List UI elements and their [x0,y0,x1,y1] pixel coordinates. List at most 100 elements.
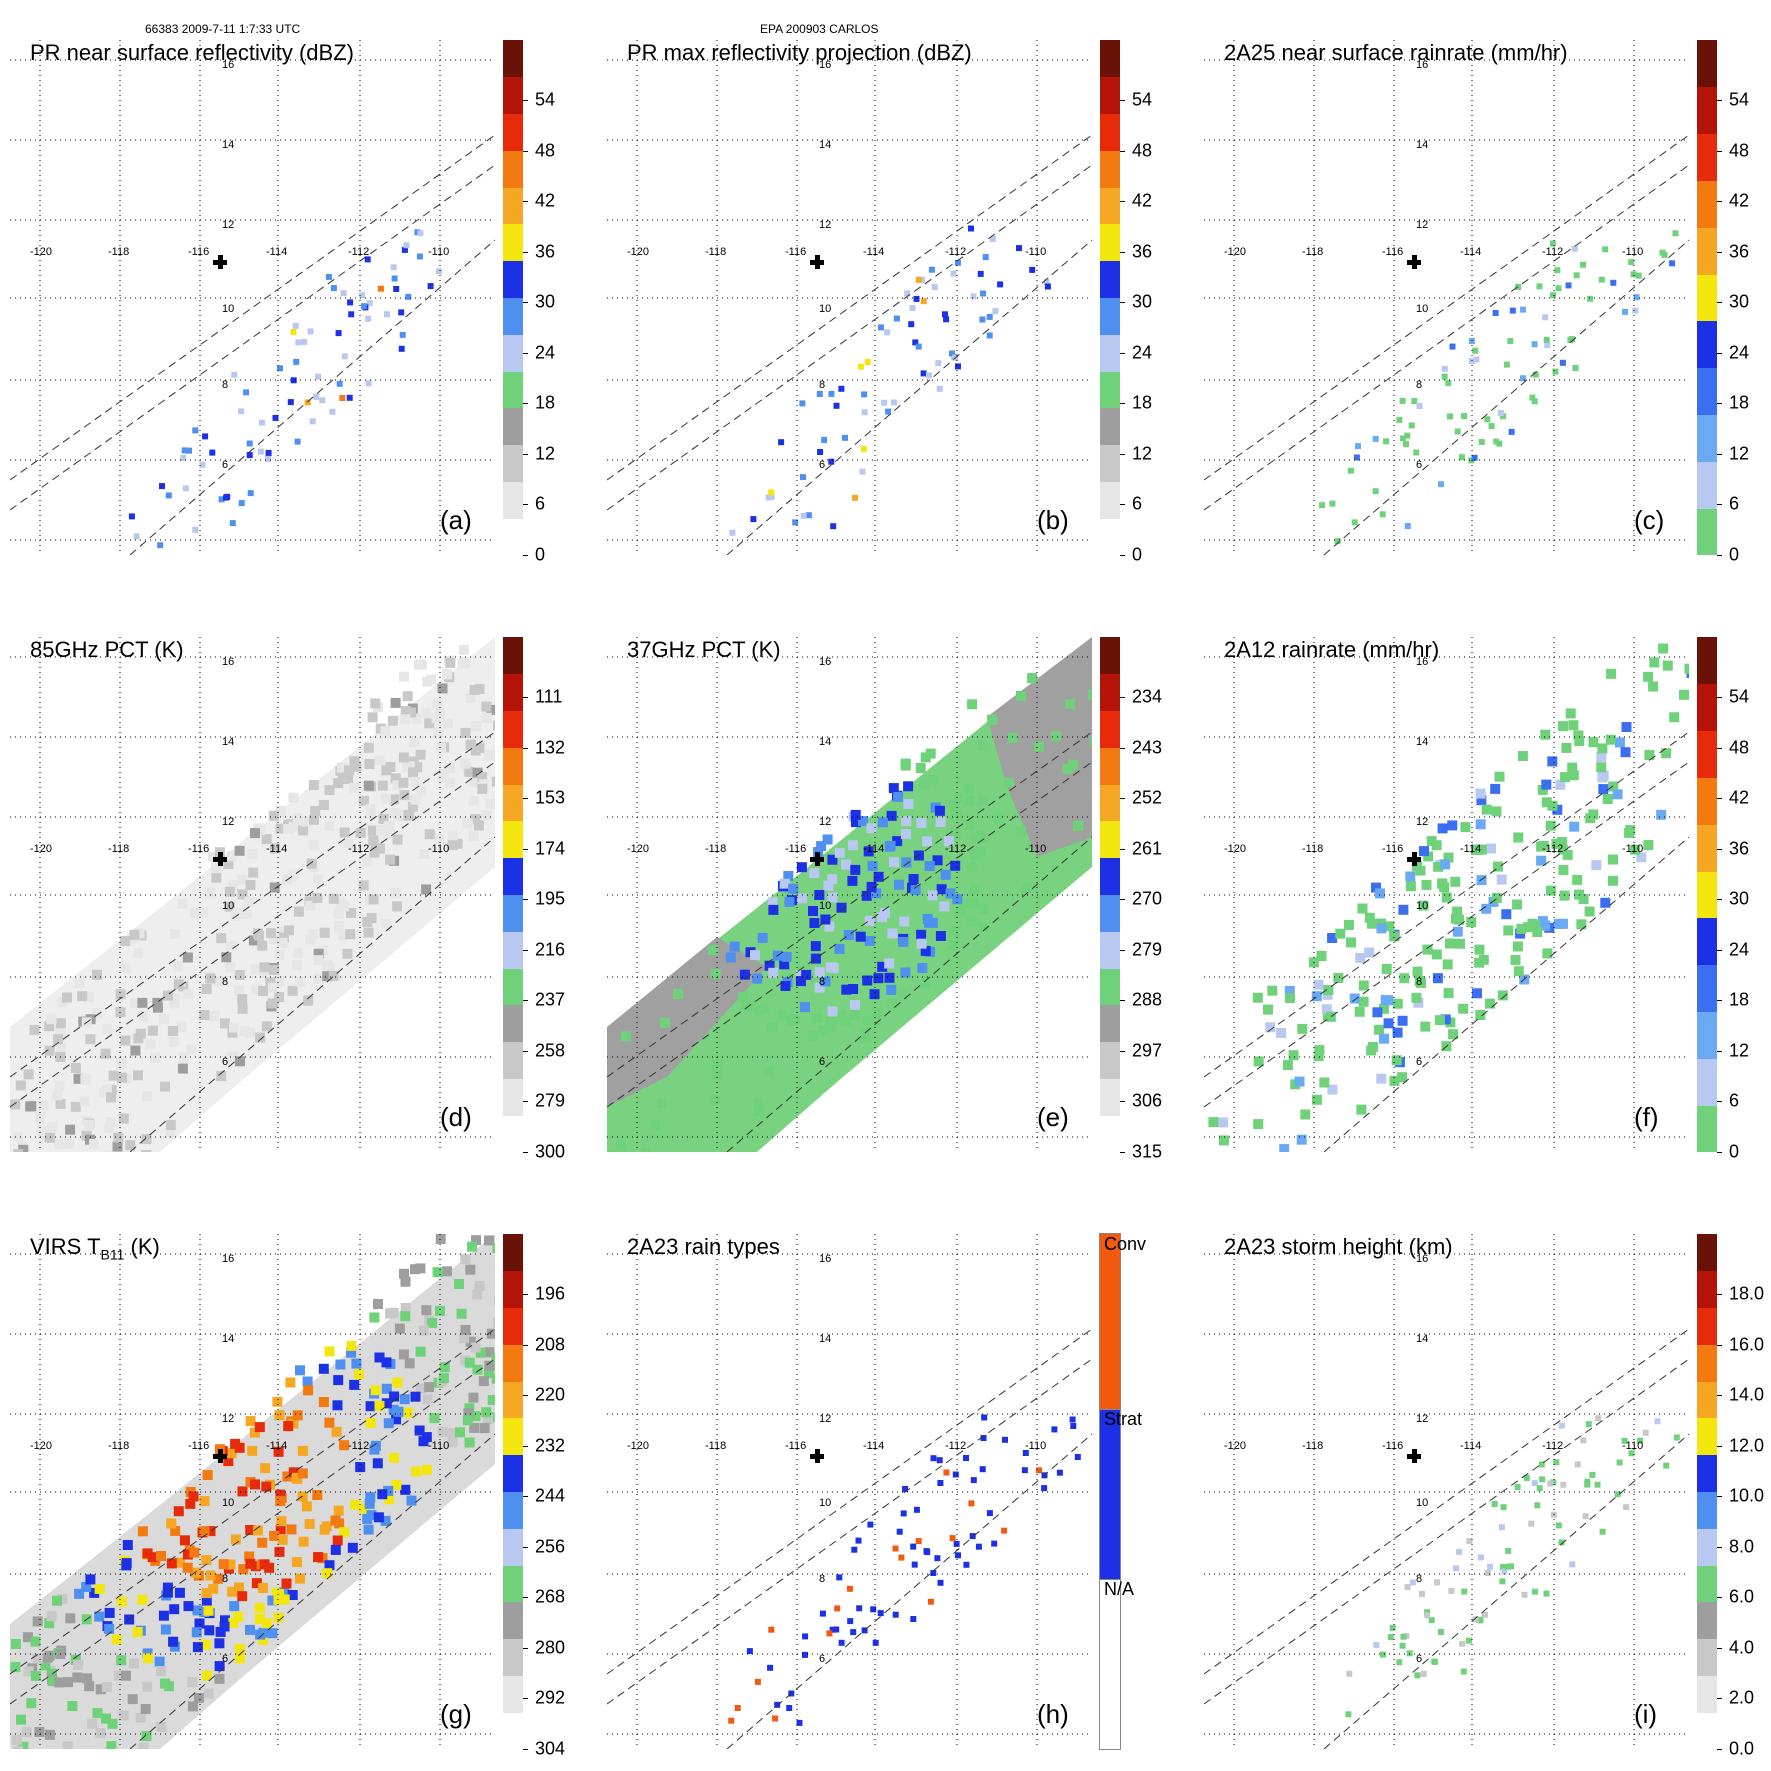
colorbar-tick-mark [1717,403,1722,405]
data-pixel [438,1373,449,1384]
data-pixel [297,1468,308,1479]
colorbar-segment [1100,857,1120,895]
data-pixel [283,1421,294,1432]
colorbar-tick-label: 292 [535,1687,566,1708]
data-pixel [265,977,276,988]
data-pixel [324,1560,335,1571]
data-pixel [997,281,1004,288]
data-pixel [313,948,324,959]
data-pixel [953,1540,960,1547]
data-pixel [1529,394,1536,401]
colorbar-tick-mark [523,697,528,698]
colorbar-tick-mark [1717,1000,1722,1002]
data-pixel [465,1264,476,1275]
data-pixel [250,1561,261,1572]
data-pixel [447,840,458,851]
data-pixel [1327,933,1338,943]
data-pixel [331,1426,342,1437]
data-pixel [867,1521,874,1528]
data-pixel [1663,1462,1670,1469]
data-pixel [869,989,880,1000]
map-panel-d: -120 -118 -116 -114 -112 -110 16 14 12 10 8 6 85GHz … [0,597,565,1162]
data-pixel [187,1701,198,1712]
lon-label: -110 [428,843,449,855]
data-pixel [186,1044,197,1055]
data-pixel [850,809,861,820]
data-pixel [464,1357,475,1368]
data-pixel [170,928,181,939]
data-pixel [964,784,975,795]
data-pixel [1027,673,1038,684]
data-pixel [284,925,294,936]
data-pixel [932,855,943,866]
data-pixel [465,739,476,750]
data-pixel [287,399,294,406]
colorbar-segment [1697,1417,1717,1456]
data-pixel [462,1415,473,1426]
data-pixel [390,264,397,271]
data-pixel [332,1535,343,1546]
colorbar-tick-label: 48 [1729,140,1750,161]
colorbar-segment [1697,1011,1717,1059]
colorbar-tick-mark [523,302,528,304]
data-pixel [459,1333,470,1344]
data-pixel [1364,947,1375,958]
data-pixel [1620,747,1631,758]
colorbar-tick-label: 256 [535,1536,566,1557]
colorbar-tick-mark [523,251,528,253]
colorbar-tick-label: 54 [1729,686,1750,707]
data-pixel [1411,992,1422,1003]
data-pixel [1456,1548,1463,1555]
data-pixel [821,437,828,443]
data-pixel [432,698,443,709]
colorbar-segment [503,113,523,151]
data-pixel [346,1347,357,1358]
data-pixel [333,908,344,919]
data-pixel [1294,1076,1305,1087]
colorbar-segment [503,1454,523,1492]
lat-label: 12 [819,1413,831,1425]
data-pixel [1602,246,1609,253]
lon-label: -116 [1382,843,1403,855]
data-pixel [145,1039,156,1050]
data-pixel [1468,358,1475,365]
colorbar-segment [503,1565,523,1603]
data-pixel [862,1015,873,1026]
data-pixel [297,1491,308,1502]
data-pixel [345,929,356,940]
data-pixel [238,1564,249,1575]
data-pixel [841,859,851,870]
data-pixel [208,1583,219,1594]
data-pixel [1088,689,1098,700]
data-pixel [482,1414,493,1425]
lat-label: 14 [819,139,831,151]
data-pixel [871,1015,881,1026]
data-pixel [192,1605,203,1616]
lat-label: 14 [1416,736,1428,748]
data-pixel [115,989,126,1000]
data-pixel [211,872,222,883]
data-pixel [168,1636,179,1647]
data-pixel [70,1063,81,1073]
data-pixel [1497,410,1504,416]
data-pixel [77,991,88,1002]
data-pixel [800,1002,810,1013]
data-pixel [1541,797,1552,808]
colorbar-tick-label: 220 [535,1384,566,1405]
map-area: -120 -118 -116 -114 -112 -110 16 14 12 10 8 6 [9,40,496,556]
data-pixel [768,967,779,978]
data-pixel [801,969,812,980]
colorbar-segment [1100,894,1120,932]
data-pixel [982,254,989,261]
data-pixel [491,1373,502,1384]
data-pixel [1484,1569,1491,1576]
data-pixel [1016,690,1026,701]
data-pixel [861,409,868,416]
colorbar-segment [1697,964,1717,1013]
colorbar-tick-mark [523,352,528,354]
data-pixel [125,1140,136,1151]
data-pixel [915,1538,922,1545]
data-pixel [886,984,897,995]
lat-label: 10 [819,900,831,912]
data-pixel [177,898,188,909]
